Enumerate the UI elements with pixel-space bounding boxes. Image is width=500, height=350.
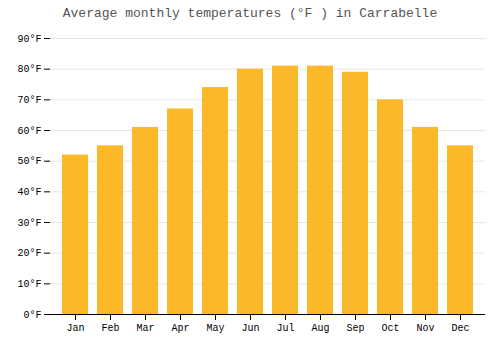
svg-text:Nov: Nov [416, 323, 434, 334]
svg-text:Aug: Aug [311, 323, 329, 334]
svg-text:May: May [206, 323, 224, 334]
svg-text:80°F: 80°F [17, 64, 41, 75]
svg-text:10°F: 10°F [17, 279, 41, 290]
svg-text:Jan: Jan [66, 323, 84, 334]
svg-text:40°F: 40°F [17, 187, 41, 198]
svg-text:Feb: Feb [101, 323, 119, 334]
svg-text:Dec: Dec [451, 323, 469, 334]
svg-text:70°F: 70°F [17, 95, 41, 106]
svg-text:90°F: 90°F [17, 34, 41, 45]
svg-text:Sep: Sep [346, 323, 364, 334]
svg-text:Jul: Jul [276, 323, 294, 334]
svg-text:0°F: 0°F [23, 310, 41, 321]
svg-text:30°F: 30°F [17, 218, 41, 229]
svg-text:Mar: Mar [136, 323, 154, 334]
svg-text:Jun: Jun [241, 323, 259, 334]
svg-text:50°F: 50°F [17, 156, 41, 167]
svg-text:60°F: 60°F [17, 126, 41, 137]
svg-text:Oct: Oct [381, 323, 399, 334]
html-text:Average monthly temperatures (: Average monthly temperatures (°F ) in Ca… [62, 6, 438, 21]
svg-text:Apr: Apr [171, 323, 189, 334]
svg-text:20°F: 20°F [17, 248, 41, 259]
